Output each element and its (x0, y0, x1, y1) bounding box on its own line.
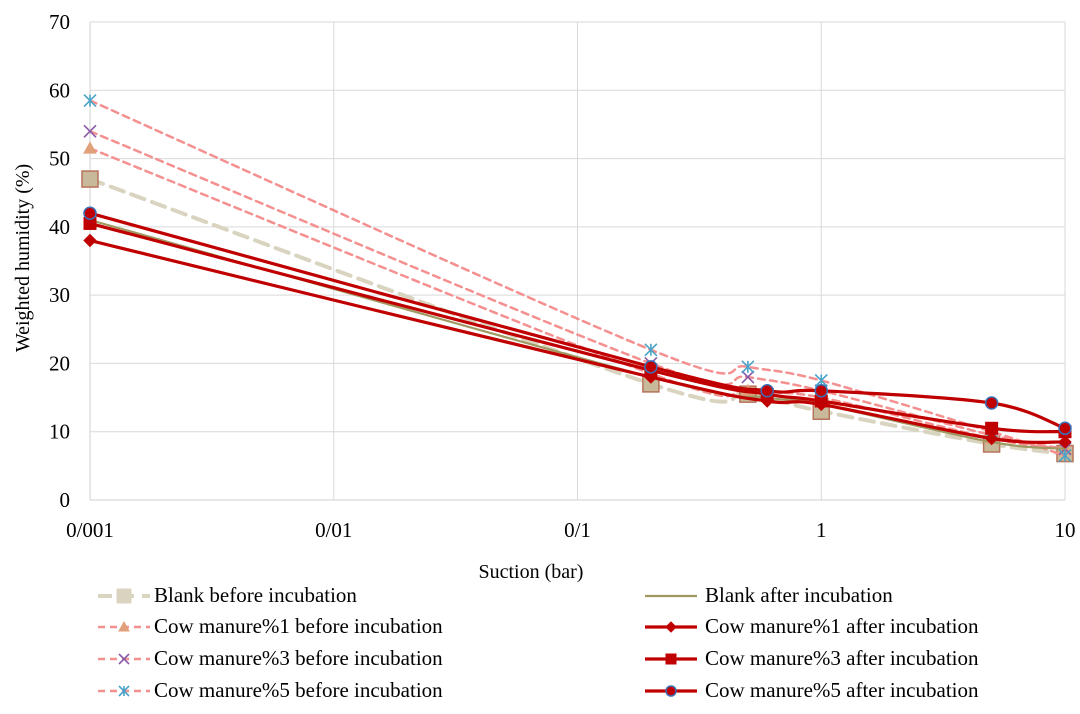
data-point (644, 343, 658, 357)
data-point (1058, 421, 1072, 436)
series-line (88, 221, 1067, 434)
data-point (83, 141, 97, 154)
legend-marker (118, 653, 130, 665)
data-point (985, 421, 999, 435)
data-point (1058, 449, 1072, 463)
series-layer (81, 93, 1074, 463)
legend-item: Blank after incubation (645, 583, 893, 607)
legend-marker (118, 685, 130, 697)
data-point (83, 93, 97, 108)
data-point (984, 396, 999, 410)
legend-label: Cow manure%1 after incubation (705, 614, 979, 638)
tick-labels: 0 10 20 30 40 50 60 70 0/001 0/01 0/1 1 10 (49, 10, 1076, 542)
legend-label: Cow manure%1 before incubation (154, 614, 443, 638)
x-tick-label: 0/001 (66, 518, 114, 542)
legend-marker (118, 620, 130, 632)
y-tick-label: 20 (49, 351, 70, 375)
data-point (984, 431, 999, 446)
y-tick-label: 30 (49, 283, 70, 307)
x-tick-label: 1 (816, 518, 827, 542)
y-tick-label: 0 (60, 488, 71, 512)
y-tick-label: 60 (49, 78, 70, 102)
legend-label: Cow manure%3 before incubation (154, 646, 443, 670)
data-point (81, 170, 99, 188)
series-7 (83, 206, 1072, 436)
legend-label: Blank after incubation (705, 583, 893, 607)
series-line (88, 211, 1067, 430)
y-tick-label: 70 (49, 10, 70, 34)
legend-item: Cow manure%3 before incubation (98, 646, 443, 670)
legend-label: Cow manure%3 after incubation (705, 646, 979, 670)
y-tick-label: 40 (49, 215, 70, 239)
gridlines (90, 21, 1066, 500)
legend-item: Blank before incubation (98, 583, 357, 607)
data-point (741, 370, 755, 384)
x-axis-title: Suction (bar) (479, 561, 584, 583)
legend: Blank before incubation Cow manure%1 befo… (98, 583, 979, 702)
data-point (83, 233, 97, 248)
legend-item: Cow manure%1 after incubation (645, 614, 979, 638)
y-axis-title: Weighted humidity (%) (12, 164, 34, 352)
y-tick-label: 50 (49, 147, 70, 171)
series-line (88, 218, 1067, 450)
legend-item: Cow manure%5 after incubation (645, 678, 979, 702)
data-point (83, 124, 97, 138)
legend-item: Cow manure%5 before incubation (98, 678, 443, 702)
series-line (88, 238, 1067, 444)
series-line (88, 130, 1067, 451)
legend-marker (665, 621, 677, 633)
legend-item: Cow manure%3 after incubation (645, 646, 979, 670)
y-tick-label: 10 (49, 420, 70, 444)
x-tick-label: 0/1 (564, 518, 591, 542)
data-point (741, 360, 755, 374)
legend-marker (665, 685, 677, 697)
legend-marker (116, 588, 132, 604)
series-1 (88, 218, 1067, 450)
data-point (814, 383, 828, 398)
legend-label: Cow manure%5 before incubation (154, 678, 443, 702)
legend-label: Blank before incubation (154, 583, 357, 607)
legend-label: Cow manure%5 after incubation (705, 678, 979, 702)
data-point (83, 206, 97, 220)
data-point (1058, 435, 1072, 449)
legend-marker (665, 653, 677, 665)
x-tick-label: 10 (1055, 518, 1076, 542)
data-point (760, 383, 774, 398)
legend-item: Cow manure%1 before incubation (98, 614, 443, 638)
x-tick-label: 0/01 (315, 518, 352, 542)
data-point (644, 360, 658, 374)
